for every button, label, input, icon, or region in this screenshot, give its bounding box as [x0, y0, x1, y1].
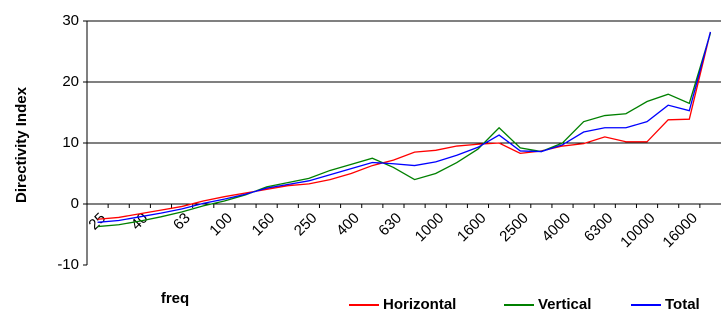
y-axis-label: Directivity Index	[13, 86, 30, 203]
x-tick-label: 250	[291, 210, 321, 240]
x-tick-label: 10000	[617, 210, 659, 252]
series-line	[97, 33, 712, 228]
series-line	[97, 31, 712, 223]
legend-label: Horizontal	[383, 296, 456, 313]
x-tick-label: 4000	[539, 210, 575, 246]
series-line	[97, 31, 712, 220]
y-tick-label: 0	[71, 195, 79, 212]
x-tick-label: 16000	[659, 210, 701, 252]
y-tick-label: 30	[62, 12, 79, 29]
x-tick-label: 1600	[454, 210, 490, 246]
legend-label: Total	[665, 296, 700, 313]
x-tick-label: 6300	[581, 210, 617, 246]
x-tick-label: 1000	[412, 210, 448, 246]
x-axis-label: freq	[161, 290, 189, 307]
x-tick-label: 400	[333, 210, 363, 240]
y-tick-label: 10	[62, 134, 79, 151]
x-tick-label: 630	[375, 210, 405, 240]
x-tick-label: 160	[249, 210, 279, 240]
x-tick-label: 2500	[496, 210, 532, 246]
x-tick-label: 63	[170, 210, 194, 234]
y-tick-label: -10	[57, 256, 79, 273]
legend-label: Vertical	[538, 296, 591, 313]
y-tick-label: 20	[62, 73, 79, 90]
x-tick-label: 100	[206, 210, 236, 240]
